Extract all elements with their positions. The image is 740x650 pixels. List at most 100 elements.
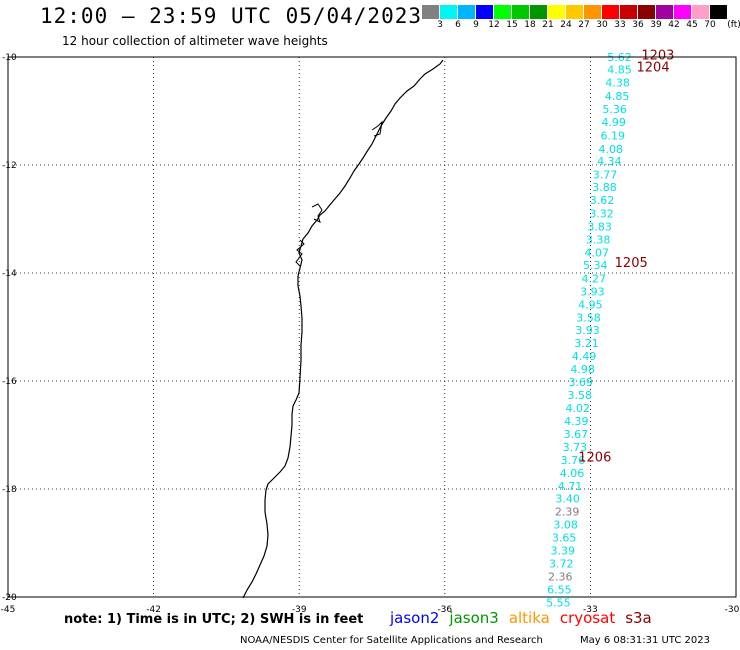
pass-time-label: 1203 <box>641 48 674 63</box>
swh-value: 3.39 <box>550 545 575 558</box>
colorbar-cell <box>674 5 692 19</box>
lon-tick-label: -36 <box>437 605 452 615</box>
colorbar-cell <box>620 5 638 19</box>
swh-value: 3.38 <box>586 234 611 247</box>
wave-height-colorbar <box>422 5 728 19</box>
colorbar-cell <box>584 5 602 19</box>
swh-value: 4.99 <box>601 116 626 129</box>
swh-value: 3.62 <box>590 194 615 207</box>
swh-value: 3.65 <box>552 532 577 545</box>
lat-tick-label: -14 <box>2 269 17 279</box>
colorbar-tick-label: 39 <box>650 20 662 30</box>
swh-value: 3.73 <box>563 441 588 454</box>
swh-value: 4.49 <box>572 350 597 363</box>
swh-value: 4.34 <box>597 155 622 168</box>
satellite-legend: jason2 jason3 altika cryosat s3a <box>390 609 662 627</box>
footnote: note: 1) Time is in UTC; 2) SWH is in fe… <box>64 612 364 627</box>
swh-value: 4.95 <box>578 298 603 311</box>
legend-jason2: jason2 <box>390 609 440 627</box>
lon-tick-label: -45 <box>1 605 16 615</box>
colorbar-tick-label: 42 <box>668 20 680 30</box>
swh-value: 3.32 <box>589 208 614 221</box>
lon-tick-label: -33 <box>583 605 598 615</box>
lat-tick-label: -18 <box>2 485 17 495</box>
swh-value: 3.76 <box>561 454 586 467</box>
lon-tick-label: -39 <box>292 605 307 615</box>
swh-value: 6.55 <box>547 583 572 596</box>
colorbar-tick-label: 6 <box>455 20 461 30</box>
colorbar-cell <box>692 5 710 19</box>
pass-time-label: 1205 <box>615 256 648 271</box>
swh-value: 3.21 <box>574 337 599 350</box>
coastline <box>242 59 444 599</box>
colorbar-cell <box>638 5 656 19</box>
colorbar-tick-label: 3 <box>437 20 443 30</box>
swh-value: 3.88 <box>592 181 617 194</box>
lat-tick-label: -12 <box>2 161 17 171</box>
swh-value: 4.27 <box>582 272 607 285</box>
colorbar-tick-label: 33 <box>614 20 626 30</box>
colorbar-cell <box>602 5 620 19</box>
swh-value: 4.85 <box>607 63 632 76</box>
swh-value: 3.69 <box>568 376 593 389</box>
swh-value: 3.77 <box>593 169 618 182</box>
colorbar-cell <box>530 5 548 19</box>
swh-value: 3.58 <box>567 389 592 402</box>
map-title: 12:00 – 23:59 UTC 05/04/2023 <box>40 4 423 28</box>
legend-altika: altika <box>508 609 550 627</box>
swh-value: 3.93 <box>580 285 605 298</box>
swh-value: 4.98 <box>570 363 595 376</box>
lat-tick-label: -20 <box>2 593 17 603</box>
colorbar-tick-label: 21 <box>542 20 554 30</box>
colorbar-tick-label: 12 <box>488 20 500 30</box>
swh-value: 3.67 <box>564 428 589 441</box>
colorbar-labels: 3 6 9 12 15 18 21 24 27 30 33 36 39 42 45 70 (ft) <box>422 20 740 34</box>
colorbar-tick-label: 18 <box>524 20 536 30</box>
pass-time-label: 1206 <box>578 451 611 466</box>
lat-tick-label: -16 <box>2 377 17 387</box>
colorbar-tick-label: 15 <box>506 20 518 30</box>
credit-line: NOAA/NESDIS Center for Satellite Applica… <box>240 635 543 646</box>
bay-inlet <box>295 120 383 267</box>
swh-value: 3.58 <box>576 311 601 324</box>
swh-value: 4.02 <box>566 402 591 415</box>
swh-measurements: 5.624.854.384.855.364.996.194.084.343.77… <box>546 51 632 609</box>
swh-value: 3.08 <box>553 519 578 532</box>
colorbar-unit: (ft) <box>727 20 740 30</box>
swh-value: 4.06 <box>560 467 585 480</box>
colorbar-cell <box>548 5 566 19</box>
swh-value: 4.38 <box>605 76 630 89</box>
swh-value: 6.19 <box>600 129 625 142</box>
swh-value: 2.36 <box>548 570 573 583</box>
map-frame <box>7 56 737 598</box>
swh-value: 2.39 <box>555 506 580 519</box>
colorbar-cell <box>440 5 458 19</box>
legend-jason3: jason3 <box>449 609 499 627</box>
swh-value: 5.34 <box>583 259 608 272</box>
colorbar-cell <box>512 5 530 19</box>
swh-value: 3.72 <box>549 558 574 571</box>
colorbar-tick-label: 36 <box>632 20 644 30</box>
swh-value: 4.85 <box>605 90 630 103</box>
colorbar-cell <box>422 5 440 19</box>
colorbar-cell <box>494 5 512 19</box>
map-border <box>7 56 737 598</box>
swh-value: 5.55 <box>546 596 571 609</box>
swh-value: 3.83 <box>587 221 612 234</box>
generated-timestamp: May 6 08:31:31 UTC 2023 <box>580 635 710 646</box>
swh-value: 4.07 <box>584 246 609 259</box>
swh-value: 4.71 <box>558 480 583 493</box>
lon-tick-label: -30 <box>725 605 740 615</box>
colorbar-cell <box>458 5 476 19</box>
swh-value: 4.39 <box>564 415 589 428</box>
lon-tick-label: -42 <box>146 605 161 615</box>
colorbar-tick-label: 30 <box>596 20 608 30</box>
legend-s3a: s3a <box>625 609 652 627</box>
axis-tick-labels: -45 -42 -39 -36 -33 -30 -10 -12 -14 -16 -18 -20 <box>1 53 740 615</box>
legend-cryosat: cryosat <box>559 609 616 627</box>
colorbar-cell <box>476 5 494 19</box>
lat-tick-label: -10 <box>2 53 17 63</box>
swh-value: 5.36 <box>602 103 627 116</box>
